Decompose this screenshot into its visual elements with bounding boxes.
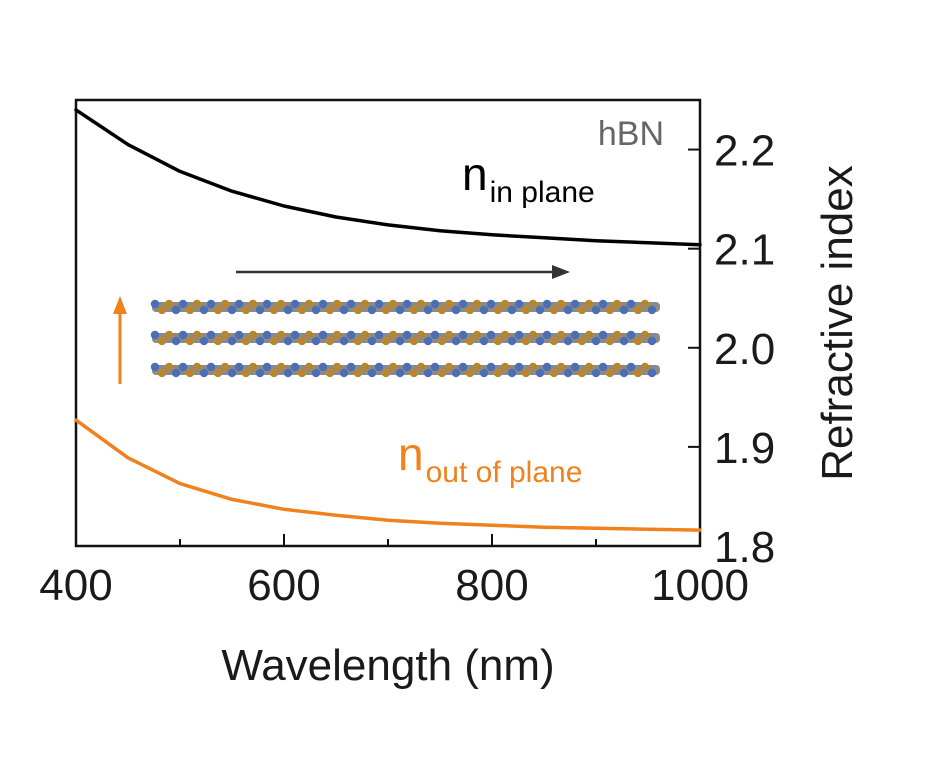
in-plane-label: nin plane [462,148,595,209]
series-line-out-of-plane [74,418,702,532]
x-tick-label: 800 [455,561,528,610]
out-plane-subscript: out of plane [426,456,583,489]
y-tick-label: 2.1 [714,226,775,275]
x-tick-label: 1000 [651,561,749,610]
out-plane-symbol: n [398,428,424,480]
x-tick-label: 400 [39,561,112,610]
crystal-layer [150,330,660,346]
x-axis: 400 600 800 1000 [39,534,749,610]
y-tick-label: 2.2 [714,127,775,176]
y-axis-title: Refractive index [813,165,862,480]
x-axis-title: Wavelength (nm) [221,641,554,690]
x-tick-label: 600 [247,561,320,610]
layered-crystal-structure-icon [113,265,660,384]
y-tick-label: 2.0 [714,325,775,374]
series-line-in-plane [74,108,702,247]
y-tick-label: 1.9 [714,424,775,473]
material-label: hBN [598,115,664,153]
series-group [74,108,702,532]
in-plane-subscript: in plane [490,176,595,209]
crystal-layer [150,362,660,378]
in-plane-symbol: n [462,148,488,200]
crystal-layer [150,299,660,315]
y-axis: 1.8 1.9 2.0 2.1 2.2 [688,127,775,572]
out-plane-label: nout of plane [398,428,582,489]
out-plane-arrow-head [113,296,127,314]
y-tick-label: 1.8 [714,523,775,572]
in-plane-arrow-head [552,265,570,279]
